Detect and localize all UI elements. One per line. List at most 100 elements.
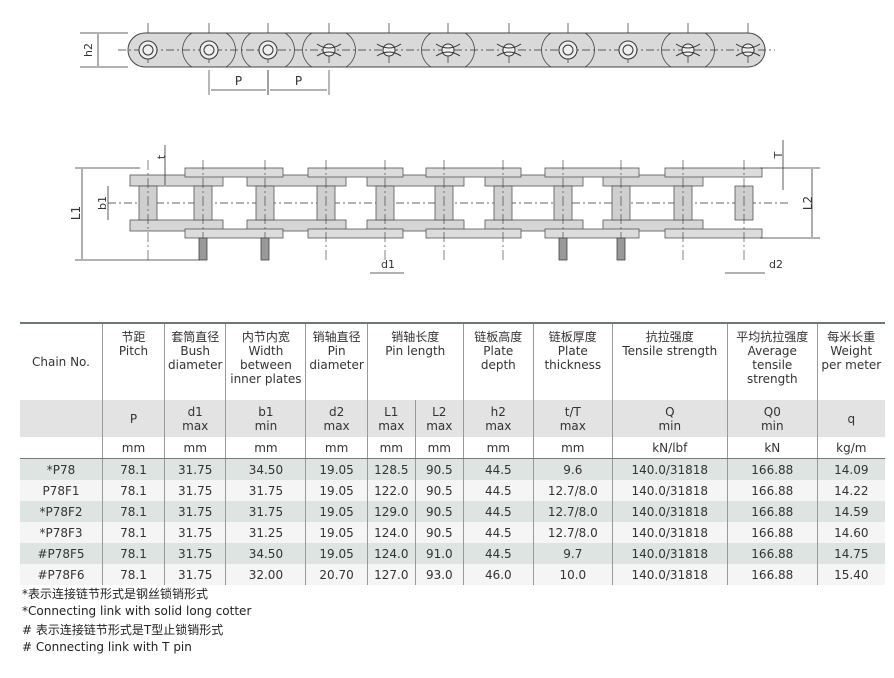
footnotes: *表示连接链节形式是钢丝锁销形式 *Connecting link with s… — [22, 586, 251, 656]
header-zh: 链板厚度 — [548, 330, 597, 344]
header-zh: 销轴直径 — [312, 330, 361, 344]
header-zh: 每米长重 — [827, 330, 876, 344]
extended-pin — [558, 237, 568, 261]
cotter-pin — [376, 43, 402, 57]
value-cell: 10.0 — [532, 564, 613, 585]
cotter-pin — [435, 43, 461, 57]
pin-inner — [562, 44, 574, 56]
value-cell: 90.5 — [414, 522, 464, 543]
symbol-cell: P — [102, 400, 165, 437]
symbol-cell: q — [816, 400, 885, 437]
value-cell: 19.05 — [305, 543, 368, 564]
value-cell: 44.5 — [462, 501, 534, 522]
value-cell: 44.5 — [462, 458, 534, 480]
value-cell: 140.0/31818 — [611, 564, 728, 585]
symbol-qualifier: min — [254, 418, 278, 433]
header-en: Bush diameter — [168, 344, 223, 372]
column-header: 内节内宽 Width between inner plates — [225, 323, 306, 400]
value-cell: 122.0 — [366, 480, 416, 501]
column-header: 平均抗拉强度 Average tensile strength — [726, 323, 818, 400]
pin-head — [502, 43, 516, 57]
value-cell: 166.88 — [726, 522, 818, 543]
symbol: Q0 — [763, 404, 781, 419]
value-cell: 140.0/31818 — [611, 522, 728, 543]
unit-cell: mm — [462, 437, 534, 459]
symbol-cell: Q0 min — [726, 400, 818, 437]
pin-head — [681, 43, 695, 57]
outer-plate — [307, 167, 404, 178]
header-zh: 节距 — [121, 330, 146, 344]
column-header: 销轴直径 Pin diameter — [305, 323, 368, 400]
blank-cell — [20, 400, 103, 437]
value-cell: 31.75 — [163, 501, 226, 522]
outer-plate — [544, 167, 640, 178]
value-cell: 78.1 — [102, 501, 165, 522]
outer-plate — [544, 228, 640, 239]
link-outline — [541, 32, 595, 68]
value-cell: 90.5 — [414, 501, 464, 522]
symbol: h2 — [490, 404, 506, 419]
header-en: Plate depth — [480, 344, 516, 372]
header-zh: 套筒直径 — [171, 330, 220, 344]
value-cell: 14.09 — [816, 458, 885, 480]
unit-cell: mm — [163, 437, 226, 459]
unit-cell: mm — [414, 437, 464, 459]
header-en: Average tensile strength — [747, 344, 798, 386]
value-cell: 78.1 — [102, 543, 165, 564]
symbol-cell: L1 max — [366, 400, 416, 437]
value-cell: 124.0 — [366, 522, 416, 543]
outer-plate — [425, 228, 522, 239]
value-cell: 140.0/31818 — [611, 501, 728, 522]
column-header: 销轴长度 Pin length — [366, 323, 464, 400]
inner-plate — [366, 174, 465, 187]
T-label: T — [772, 151, 785, 159]
value-cell: 9.7 — [532, 543, 613, 564]
value-cell: 44.5 — [462, 522, 534, 543]
note-1: *表示连接链节形式是钢丝锁销形式 — [22, 587, 209, 601]
symbol-qualifier: min — [760, 418, 784, 433]
value-cell: 14.75 — [816, 543, 885, 564]
table-row: *P78F2 78.1 31.75 31.75 19.05 129.0 90.5 44.5 12… — [20, 501, 885, 522]
spec-table: Chain No. 节距 Pitch 套筒直径 Bush diameter 内节内宽 Wid… — [20, 322, 885, 585]
value-cell: 15.40 — [816, 564, 885, 585]
value-cell: 12.7/8.0 — [532, 480, 613, 501]
value-cell: 31.75 — [163, 564, 226, 585]
header-zh: 销轴长度 — [391, 330, 440, 344]
column-header: 链板高度 Plate depth — [462, 323, 534, 400]
inner-plate — [246, 219, 347, 232]
inner-plate — [602, 174, 704, 187]
pin-inner — [262, 44, 274, 56]
symbol: q — [847, 411, 856, 426]
symbol: b1 — [258, 404, 274, 419]
inner-plate — [484, 219, 584, 232]
value-cell: 34.50 — [225, 458, 306, 480]
value-cell: 19.05 — [305, 458, 368, 480]
blank-cell — [20, 437, 103, 459]
unit-cell: mm — [305, 437, 368, 459]
value-cell: 12.7/8.0 — [532, 501, 613, 522]
cotter-pin — [496, 43, 522, 57]
value-cell: 129.0 — [366, 501, 416, 522]
column-header: 链板厚度 Plate thickness — [532, 323, 613, 400]
symbol-cell: d1 max — [163, 400, 226, 437]
value-cell: 44.5 — [462, 480, 534, 501]
symbol-cell: t/T max — [532, 400, 613, 437]
value-cell: 127.0 — [366, 564, 416, 585]
pitch-label: P — [235, 74, 242, 88]
header-en: Weight per meter — [821, 344, 882, 372]
value-cell: 166.88 — [726, 458, 818, 480]
value-cell: 46.0 — [462, 564, 534, 585]
outer-plate — [664, 228, 763, 239]
value-cell: 19.05 — [305, 501, 368, 522]
symbol-qualifier: max — [559, 418, 586, 433]
d1-label: d1 — [381, 258, 395, 271]
L1-label: L1 — [69, 206, 83, 220]
link-outline — [421, 32, 475, 68]
inner-plate — [484, 174, 584, 187]
header-en: Tensile strength — [622, 344, 718, 358]
symbol-cell: h2 max — [462, 400, 534, 437]
outer-plate — [425, 167, 522, 178]
value-cell: 19.05 — [305, 480, 368, 501]
